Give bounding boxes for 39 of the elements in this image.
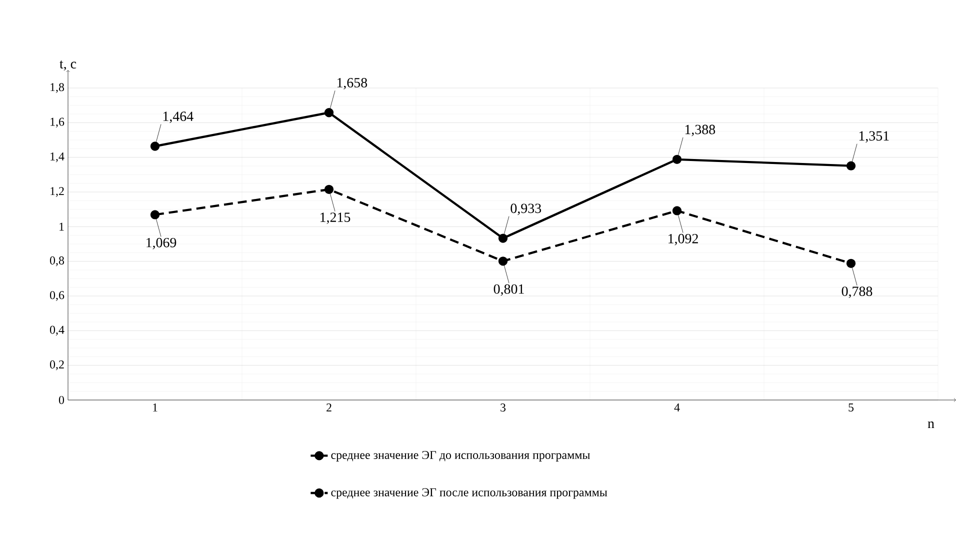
x-tick-label: 2 [326,404,332,412]
data-label: 1,464 [163,112,194,124]
x-axis-title: n [928,421,934,428]
data-label: 0,933 [510,204,542,216]
data-label: 1,388 [685,124,716,136]
x-tick-label: 1 [153,404,158,412]
y-tick-label: 1,8 [50,83,64,93]
data-label: 1,069 [146,238,176,250]
point [150,142,160,151]
y-axis-title: t, c [60,60,76,71]
y-tick-label: 1,4 [50,152,64,162]
y-tick-label: 1 [60,222,64,231]
point [150,210,160,220]
data-label: 0,801 [494,284,524,296]
data-label: 1,351 [859,131,889,143]
data-label: 1,092 [668,234,698,246]
point [672,154,682,164]
legend-label: среднее значение ЭГ после использования программы [331,488,608,499]
y-tick-label: 1,6 [50,118,64,128]
y-tick-label: 1,2 [50,187,64,197]
point [846,258,856,268]
x-tick-label: 5 [848,404,854,412]
point [498,234,508,243]
data-label: 0,788 [842,286,872,298]
point [324,108,334,118]
y-tick-label: 0 [58,396,64,404]
y-tick-label: 0,6 [50,291,64,301]
x-tick-label: 4 [674,404,680,412]
data-label: 1,658 [337,78,368,90]
point [324,184,334,194]
y-tick-label: 0,2 [50,360,64,370]
point [498,256,508,266]
point [672,206,682,216]
y-tick-label: 0,8 [50,256,64,266]
point [846,161,856,170]
y-tick-label: 0,4 [50,326,64,336]
x-tick-label: 3 [500,404,506,412]
legend-label: среднее значение ЭГ до использования программы [331,450,590,462]
data-label: 1,215 [320,212,350,224]
